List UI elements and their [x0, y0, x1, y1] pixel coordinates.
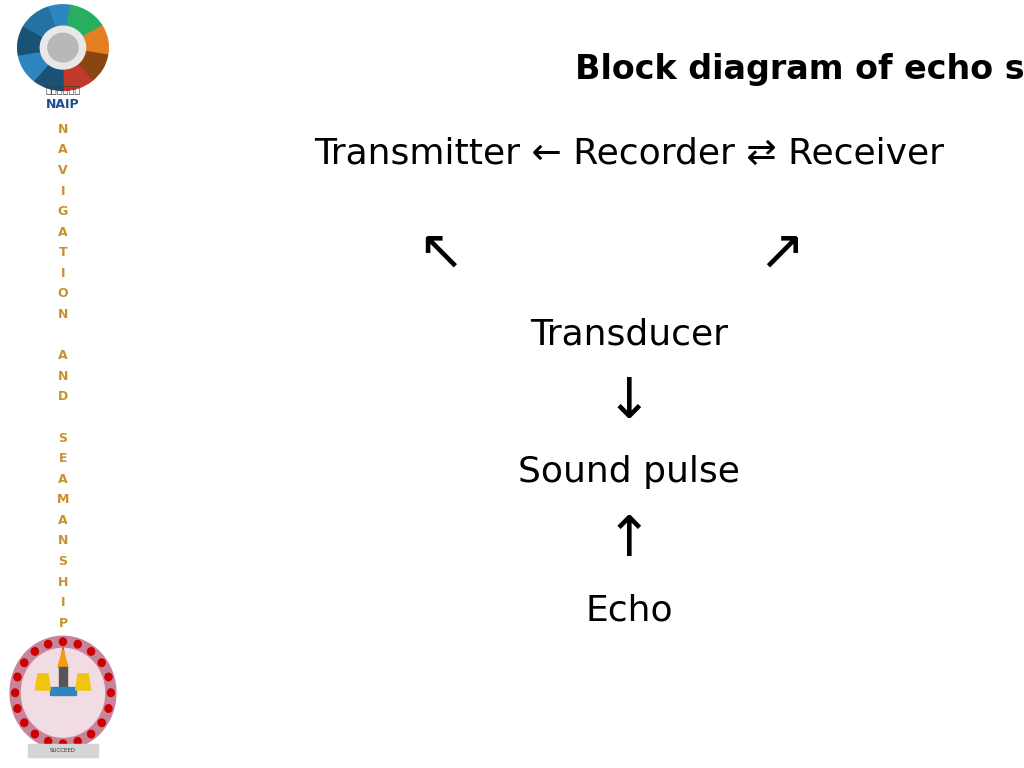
Circle shape	[108, 689, 115, 697]
Text: N: N	[57, 123, 69, 136]
Circle shape	[98, 719, 105, 727]
Text: N: N	[57, 535, 69, 548]
Text: NAIP: NAIP	[46, 98, 80, 111]
Circle shape	[74, 737, 81, 745]
Text: D: D	[57, 390, 69, 403]
Text: I: I	[60, 596, 66, 609]
Text: I: I	[60, 184, 66, 197]
Text: N: N	[57, 370, 69, 382]
Wedge shape	[47, 5, 71, 48]
Circle shape	[22, 648, 104, 737]
Polygon shape	[76, 674, 91, 690]
Text: ↗: ↗	[759, 227, 805, 280]
Circle shape	[48, 33, 78, 62]
Text: ↓: ↓	[605, 376, 652, 430]
Bar	[59, 667, 67, 690]
Text: V: V	[58, 164, 68, 177]
Text: O: O	[57, 287, 69, 300]
Circle shape	[32, 647, 38, 655]
Text: A: A	[58, 226, 68, 239]
Polygon shape	[35, 674, 50, 690]
Circle shape	[98, 659, 105, 667]
Text: E: E	[58, 452, 68, 465]
Circle shape	[88, 647, 94, 655]
Wedge shape	[17, 26, 63, 55]
Wedge shape	[24, 8, 63, 48]
Text: A: A	[58, 349, 68, 362]
Circle shape	[14, 674, 20, 680]
Text: Sound pulse: Sound pulse	[518, 455, 739, 489]
Text: Transducer: Transducer	[529, 317, 728, 351]
Text: ↑: ↑	[605, 515, 652, 568]
Text: A: A	[58, 473, 68, 485]
Text: S: S	[58, 432, 68, 445]
Circle shape	[11, 689, 18, 697]
Text: T: T	[58, 247, 68, 260]
Text: M: M	[56, 493, 70, 506]
Polygon shape	[58, 650, 68, 667]
Text: A: A	[58, 514, 68, 527]
Wedge shape	[18, 48, 63, 81]
Circle shape	[74, 641, 81, 648]
Circle shape	[20, 659, 28, 667]
Wedge shape	[63, 26, 109, 55]
Circle shape	[10, 636, 116, 750]
Text: G: G	[57, 205, 69, 218]
Circle shape	[20, 719, 28, 727]
Bar	[28, 743, 98, 757]
Text: Block diagram of echo sounder: Block diagram of echo sounder	[575, 53, 1024, 85]
Circle shape	[14, 705, 20, 712]
Circle shape	[88, 730, 94, 738]
Circle shape	[59, 638, 67, 645]
Text: ↖: ↖	[417, 227, 464, 280]
Circle shape	[59, 740, 67, 747]
Text: Echo: Echo	[585, 594, 673, 627]
Text: Transmitter ← Recorder ⇄ Receiver: Transmitter ← Recorder ⇄ Receiver	[314, 137, 944, 170]
Polygon shape	[60, 647, 66, 664]
Text: I: I	[60, 267, 66, 280]
Bar	[50, 687, 76, 696]
Circle shape	[105, 705, 112, 712]
Circle shape	[105, 674, 112, 680]
Wedge shape	[63, 48, 108, 81]
Text: S: S	[58, 555, 68, 568]
Text: SUCCEED: SUCCEED	[50, 748, 76, 753]
Wedge shape	[62, 48, 92, 91]
Text: राकुनप: राकुनप	[45, 84, 81, 94]
Text: N: N	[57, 308, 69, 321]
Text: H: H	[57, 576, 69, 588]
Text: A: A	[58, 144, 68, 157]
Wedge shape	[63, 5, 102, 48]
Circle shape	[45, 641, 52, 648]
Circle shape	[32, 730, 38, 738]
Circle shape	[45, 737, 52, 745]
Wedge shape	[34, 48, 63, 91]
Circle shape	[40, 26, 86, 69]
Text: P: P	[58, 617, 68, 630]
